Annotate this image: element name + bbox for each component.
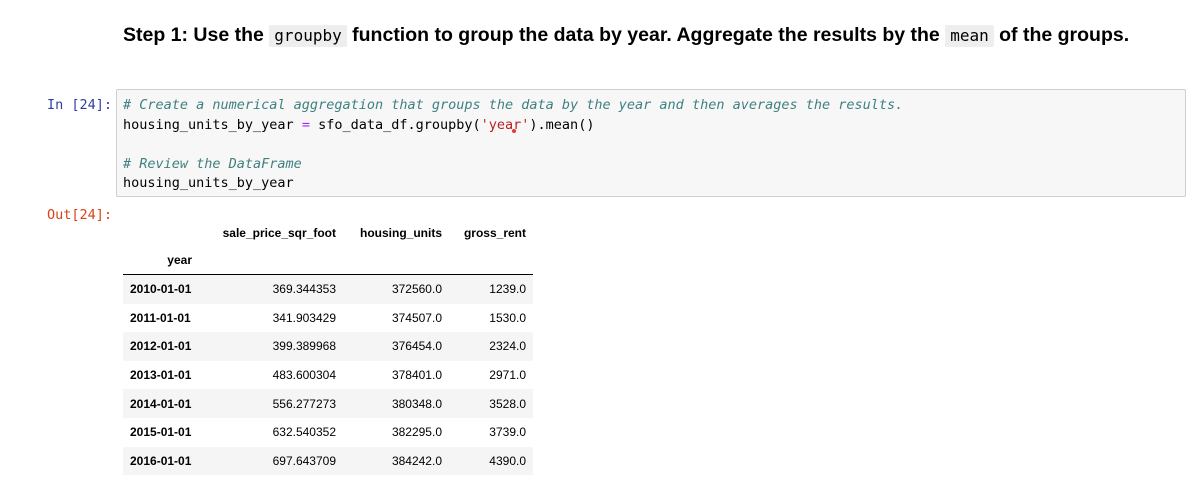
row-index: 2015-01-01	[130, 425, 192, 440]
text-cursor-marker	[512, 128, 517, 133]
row-index: 2014-01-01	[130, 396, 192, 411]
table-cell-gross-rent: 1530.0	[489, 310, 526, 325]
table-cell-housing-units: 384242.0	[391, 453, 442, 468]
table-body: 2010-01-01 369.344353 372560.0 1239.0 2011-0…	[123, 274, 533, 476]
table-row: 2013-01-01 483.600304 378401.0 2971.0	[123, 360, 533, 390]
code-comment-line1: # Create a numerical aggregation that gr…	[123, 97, 904, 113]
table-cell-sale-price-sqr-foot: 632.540352	[272, 425, 336, 440]
table-cell-sale-price-sqr-foot: 483.600304	[272, 368, 336, 383]
row-index: 2011-01-01	[130, 310, 191, 325]
table-cell-sale-price-sqr-foot: 697.643709	[272, 453, 336, 468]
table-row: 2010-01-01 369.344353 372560.0 1239.0	[123, 274, 533, 304]
table-cell-housing-units: 382295.0	[391, 425, 442, 440]
column-header: housing_units	[360, 226, 442, 240]
table-cell-housing-units: 378401.0	[391, 368, 442, 383]
table-cell-housing-units: 374507.0	[391, 310, 442, 325]
table-row: 2012-01-01 399.389968 376454.0 2324.0	[123, 332, 533, 361]
table-cell-housing-units: 376454.0	[391, 339, 442, 354]
column-header: gross_rent	[463, 226, 526, 240]
row-index: 2016-01-01	[130, 453, 192, 468]
output-area: sale_price_sqr_foot housing_units gross_…	[123, 220, 533, 476]
markdown-cell[interactable]: Step 1: Use the groupby function to grou…	[123, 24, 1163, 47]
column-header: sale_price_sqr_foot	[222, 226, 336, 240]
table-cell-sale-price-sqr-foot: 369.344353	[272, 282, 336, 297]
output-prompt: Out[24]:	[46, 207, 112, 223]
table-cell-gross-rent: 3739.0	[489, 425, 526, 440]
table-cell-housing-units: 372560.0	[391, 282, 442, 297]
input-prompt: In [24]:	[46, 97, 112, 113]
table-row: 2015-01-01 632.540352 382295.0 3739.0	[123, 417, 533, 447]
table-cell-gross-rent: 2324.0	[489, 339, 526, 354]
table-header-row: sale_price_sqr_foot housing_units gross_…	[123, 220, 533, 246]
table-cell-gross-rent: 1239.0	[489, 282, 526, 297]
code-line2: housing_units_by_year = sfo_data_df.grou…	[123, 116, 595, 133]
row-index: 2010-01-01	[130, 282, 192, 297]
inline-code-groupby: groupby	[269, 25, 347, 47]
row-index: 2013-01-01	[130, 368, 192, 383]
table-row: 2014-01-01 556.277273 380348.0 3528.0	[123, 389, 533, 418]
code-text[interactable]: # Create a numerical aggregation that gr…	[123, 96, 903, 194]
index-name-row: year	[123, 246, 533, 275]
code-line5: housing_units_by_year	[123, 175, 294, 191]
table-cell-gross-rent: 3528.0	[489, 396, 526, 411]
table-row: 2016-01-01 697.643709 384242.0 4390.0	[123, 446, 533, 476]
table-cell-sale-price-sqr-foot: 341.903429	[272, 310, 336, 325]
table-cell-sale-price-sqr-foot: 556.277273	[272, 396, 336, 411]
index-name: year	[167, 253, 192, 267]
table-cell-housing-units: 380348.0	[391, 396, 442, 411]
row-index: 2012-01-01	[130, 339, 192, 354]
step-heading: Step 1: Use the groupby function to grou…	[123, 24, 1130, 47]
inline-code-mean: mean	[945, 25, 994, 47]
code-cell-editor[interactable]: # Create a numerical aggregation that gr…	[116, 89, 1186, 197]
table-cell-gross-rent: 4390.0	[489, 453, 526, 468]
table-row: 2011-01-01 341.903429 374507.0 1530.0	[123, 303, 533, 333]
code-comment-line4: # Review the DataFrame	[123, 155, 302, 172]
table-cell-sale-price-sqr-foot: 399.389968	[272, 339, 336, 354]
table-cell-gross-rent: 2971.0	[489, 368, 526, 383]
dataframe-table: sale_price_sqr_foot housing_units gross_…	[123, 220, 533, 476]
